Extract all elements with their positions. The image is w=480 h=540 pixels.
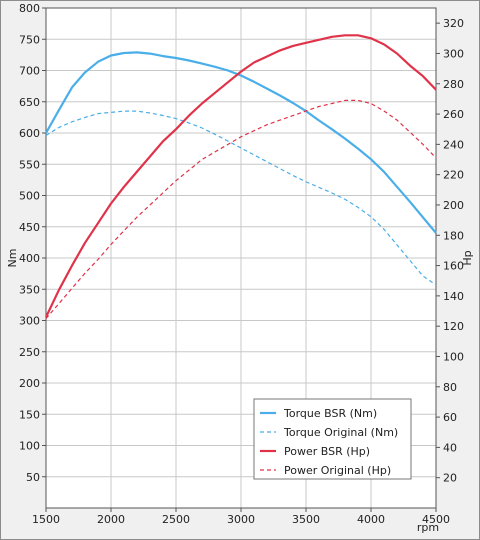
y-right-tick-label: 220: [443, 169, 464, 182]
y-left-tick-label: 800: [19, 2, 40, 15]
y-right-tick-label: 200: [443, 199, 464, 212]
x-tick-label: 3000: [227, 513, 255, 526]
series-line-2: [45, 34, 437, 318]
legend-box: [253, 398, 412, 480]
y-left-tick-label: 600: [19, 127, 40, 140]
y-right-tick-label: 100: [443, 350, 464, 363]
y-right-tick-label: 160: [443, 260, 464, 273]
y-right-tick-label: 260: [443, 108, 464, 121]
y-left-tick-label: 100: [19, 440, 40, 453]
y-right-tick-label: 280: [443, 78, 464, 91]
y-left-tick-label: 150: [19, 408, 40, 421]
y-right-tick-label: 20: [443, 472, 457, 485]
y-right-tick-label: 60: [443, 411, 457, 424]
y-left-tick-label: 500: [19, 190, 40, 203]
legend-label-2: Power BSR (Hp): [284, 445, 370, 458]
y-left-tick-label: 700: [19, 65, 40, 78]
y-right-tick-label: 240: [443, 138, 464, 151]
legend-label-1: Torque Original (Nm): [283, 426, 398, 439]
y-right-tick-label: 300: [443, 47, 464, 60]
y-right-tick-label: 80: [443, 381, 457, 394]
x-tick-label: 3500: [292, 513, 320, 526]
y-left-tick-label: 650: [19, 96, 40, 109]
y-left-tick-label: 200: [19, 377, 40, 390]
y-left-tick-label: 450: [19, 221, 40, 234]
series-line-3: [45, 99, 437, 319]
x-tick-label: 2000: [97, 513, 125, 526]
series-line-0: [45, 51, 437, 234]
y-left-tick-label: 250: [19, 346, 40, 359]
x-tick-label: 4500: [422, 513, 450, 526]
legend-label-3: Power Original (Hp): [284, 464, 391, 477]
y-left-tick-label: 50: [26, 471, 40, 484]
y-right-tick-label: 320: [443, 17, 464, 30]
y-left-tick-label: 400: [19, 252, 40, 265]
x-axis-label: rpm: [417, 521, 439, 534]
y-right-tick-label: 120: [443, 320, 464, 333]
y-left-tick-label: 350: [19, 283, 40, 296]
y-left-tick-label: 300: [19, 315, 40, 328]
legend-label-0: Torque BSR (Nm): [283, 407, 377, 420]
y-right-axis-label: Hp: [461, 250, 474, 265]
x-tick-label: 2500: [162, 513, 190, 526]
y-right-tick-label: 40: [443, 441, 457, 454]
y-right-tick-label: 180: [443, 229, 464, 242]
y-left-axis-label: Nm: [6, 249, 19, 268]
y-left-tick-label: 550: [19, 158, 40, 171]
y-right-tick-label: 140: [443, 290, 464, 303]
x-tick-label: 1500: [32, 513, 60, 526]
x-tick-label: 4000: [357, 513, 385, 526]
y-left-tick-label: 750: [19, 33, 40, 46]
